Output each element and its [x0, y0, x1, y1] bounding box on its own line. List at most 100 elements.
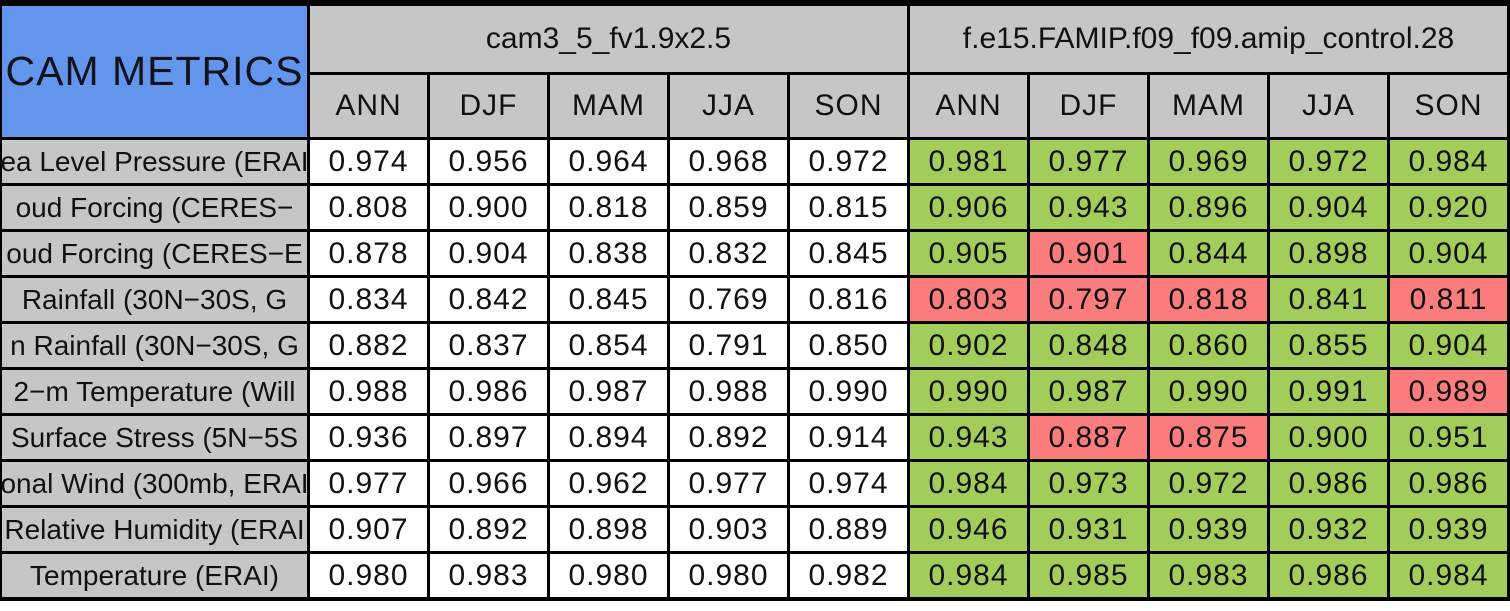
score-cell-better: 0.984: [910, 462, 1027, 505]
score-cell-better: 0.946: [910, 508, 1027, 551]
score-cell-better: 0.860: [1150, 324, 1267, 367]
score-cell-better: 0.972: [1270, 140, 1387, 183]
metric-label: Rainfall (30N−30S, G: [2, 278, 307, 321]
score-cell-worse: 0.887: [1030, 416, 1147, 459]
score-cell-baseline: 0.808: [310, 186, 427, 229]
score-cell-baseline: 0.834: [310, 278, 427, 321]
corner-title-cell: CAM METRICS: [2, 6, 307, 137]
score-cell-baseline: 0.936: [310, 416, 427, 459]
score-cell-better: 0.932: [1270, 508, 1387, 551]
metric-row: n Rainfall (30N−30S, G 0.882 0.837 0.854 0.7…: [2, 324, 1507, 367]
score-cell-better: 0.990: [1150, 370, 1267, 413]
model-group-2-name: f.e15.FAMIP.f09_f09.amip_control.28: [910, 6, 1507, 72]
score-cell-baseline: 0.980: [550, 554, 667, 597]
metric-label-text: Surface Stress (5N−5S: [10, 421, 299, 453]
table-title: CAM METRICS: [5, 48, 304, 94]
score-cell-better: 0.904: [1270, 186, 1387, 229]
score-cell-better: 0.904: [1390, 232, 1507, 275]
score-cell-baseline: 0.986: [430, 370, 547, 413]
score-cell-better: 0.904: [1390, 324, 1507, 367]
metric-label-text: n Rainfall (30N−30S, G: [10, 329, 299, 361]
score-cell-baseline: 0.904: [430, 232, 547, 275]
metric-row: Surface Stress (5N−5S 0.936 0.897 0.894 0.89…: [2, 416, 1507, 459]
metric-label-text: Relative Humidity (ERAI: [4, 513, 305, 545]
season-header-son: SON: [790, 75, 907, 137]
score-cell-better: 0.855: [1270, 324, 1387, 367]
metric-label: ea Level Pressure (ERAI: [2, 140, 307, 183]
metric-label-text: Rainfall (30N−30S, G: [21, 283, 288, 315]
metric-label-text: onal Wind (300mb, ERAI: [2, 467, 307, 499]
score-cell-baseline: 0.980: [670, 554, 787, 597]
score-cell-better: 0.902: [910, 324, 1027, 367]
score-cell-better: 0.984: [1390, 140, 1507, 183]
metric-label: Surface Stress (5N−5S: [2, 416, 307, 459]
score-cell-baseline: 0.988: [670, 370, 787, 413]
score-cell-better: 0.990: [910, 370, 1027, 413]
score-cell-better: 0.898: [1270, 232, 1387, 275]
score-cell-baseline: 0.968: [670, 140, 787, 183]
score-cell-baseline: 0.892: [670, 416, 787, 459]
score-cell-baseline: 0.972: [790, 140, 907, 183]
score-cell-better: 0.841: [1270, 278, 1387, 321]
score-cell-better: 0.905: [910, 232, 1027, 275]
score-cell-better: 0.943: [1030, 186, 1147, 229]
score-cell-better: 0.973: [1030, 462, 1147, 505]
metric-label: n Rainfall (30N−30S, G: [2, 324, 307, 367]
season-header-djf: DJF: [430, 75, 547, 137]
score-cell-baseline: 0.907: [310, 508, 427, 551]
metric-row: Relative Humidity (ERAI 0.907 0.892 0.898 0.…: [2, 508, 1507, 551]
score-cell-baseline: 0.837: [430, 324, 547, 367]
score-cell-better: 0.844: [1150, 232, 1267, 275]
metric-row: Temperature (ERAI) 0.980 0.983 0.980 0.980 0.…: [2, 554, 1507, 597]
score-cell-baseline: 0.894: [550, 416, 667, 459]
metric-row: Rainfall (30N−30S, G 0.834 0.842 0.845 0.769…: [2, 278, 1507, 321]
season-header-son: SON: [1390, 75, 1507, 137]
metric-label: onal Wind (300mb, ERAI: [2, 462, 307, 505]
score-cell-better: 0.986: [1270, 462, 1387, 505]
score-cell-better: 0.987: [1030, 370, 1147, 413]
metric-row: onal Wind (300mb, ERAI 0.977 0.966 0.962 0.9…: [2, 462, 1507, 505]
score-cell-worse: 0.803: [910, 278, 1027, 321]
score-cell-baseline: 0.845: [790, 232, 907, 275]
score-cell-better: 0.984: [910, 554, 1027, 597]
score-cell-baseline: 0.842: [430, 278, 547, 321]
model-group-2-seasons: ANN DJF MAM JJA SON: [910, 75, 1507, 137]
metric-label: oud Forcing (CERES−: [2, 186, 307, 229]
score-cell-better: 0.920: [1390, 186, 1507, 229]
metric-label-text: 2−m Temperature (Will: [13, 375, 296, 407]
metric-label-text: oud Forcing (CERES−: [15, 191, 294, 223]
score-cell-baseline: 0.990: [790, 370, 907, 413]
season-header-djf: DJF: [1030, 75, 1147, 137]
score-cell-baseline: 0.838: [550, 232, 667, 275]
score-cell-baseline: 0.882: [310, 324, 427, 367]
model-group-1-name: cam3_5_fv1.9x2.5: [310, 6, 907, 72]
score-cell-baseline: 0.769: [670, 278, 787, 321]
season-header-jja: JJA: [670, 75, 787, 137]
score-cell-baseline: 0.878: [310, 232, 427, 275]
metric-row: oud Forcing (CERES− 0.808 0.900 0.818 0.859 0…: [2, 186, 1507, 229]
score-cell-better: 0.906: [910, 186, 1027, 229]
season-header-mam: MAM: [1150, 75, 1267, 137]
model-group-1: cam3_5_fv1.9x2.5 ANN DJF MAM JJA SON: [310, 6, 907, 137]
score-cell-baseline: 0.889: [790, 508, 907, 551]
score-cell-baseline: 0.914: [790, 416, 907, 459]
score-cell-baseline: 0.832: [670, 232, 787, 275]
score-cell-baseline: 0.903: [670, 508, 787, 551]
score-cell-better: 0.943: [910, 416, 1027, 459]
score-cell-baseline: 0.850: [790, 324, 907, 367]
score-cell-baseline: 0.900: [430, 186, 547, 229]
score-cell-better: 0.939: [1150, 508, 1267, 551]
score-cell-baseline: 0.974: [310, 140, 427, 183]
score-cell-baseline: 0.845: [550, 278, 667, 321]
model-group-2: f.e15.FAMIP.f09_f09.amip_control.28 ANN D…: [910, 6, 1507, 137]
score-cell-better: 0.984: [1390, 554, 1507, 597]
score-cell-better: 0.972: [1150, 462, 1267, 505]
score-cell-baseline: 0.815: [790, 186, 907, 229]
metric-label-text: oud Forcing (CERES−E: [6, 237, 303, 269]
score-cell-baseline: 0.854: [550, 324, 667, 367]
score-cell-better: 0.848: [1030, 324, 1147, 367]
season-header-mam: MAM: [550, 75, 667, 137]
metric-label: 2−m Temperature (Will: [2, 370, 307, 413]
score-cell-baseline: 0.966: [430, 462, 547, 505]
